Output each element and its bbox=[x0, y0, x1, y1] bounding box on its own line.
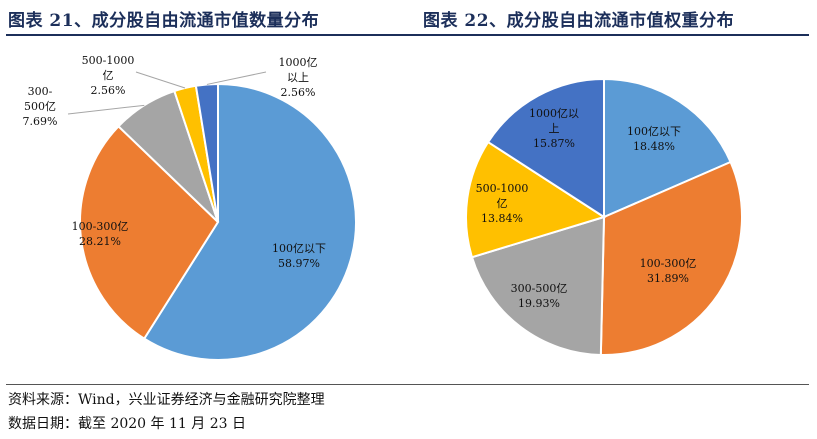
data-label-500-1000: 500-1000 亿 2.56% bbox=[82, 54, 135, 97]
data-label-300-500: 300-500亿 19.93% bbox=[511, 282, 568, 310]
source-note: 资料来源：Wind，兴业证券经济与金融研究院整理 bbox=[8, 392, 325, 408]
leader-line-1000 bbox=[206, 71, 267, 85]
data-label-300-500: 300- 500亿 7.69% bbox=[23, 85, 58, 128]
data-label-line: 15.87% bbox=[533, 137, 575, 150]
data-label-line: 以上 bbox=[287, 71, 309, 84]
leader-line-300-500 bbox=[67, 104, 145, 115]
pie-slice-100-300 bbox=[79, 124, 220, 341]
data-label-line: 500-1000 bbox=[82, 54, 135, 67]
data-label-line: 58.97% bbox=[278, 257, 320, 270]
pie-slice-500-1000 bbox=[465, 140, 607, 259]
data-label-line: 100-300亿 bbox=[640, 257, 697, 270]
pie-chart-count-svg: 100亿以下 58.97% 100-300亿 28.21% 300- 500亿 7.69% 5… bbox=[23, 54, 357, 361]
leader-line-500-1000 bbox=[135, 71, 186, 89]
data-label-line: 2.56% bbox=[91, 84, 126, 97]
pie-slice-100 bbox=[603, 77, 732, 219]
data-label-line: 18.48% bbox=[633, 140, 675, 153]
data-label-100: 100亿以下 58.97% bbox=[272, 242, 326, 270]
data-label-line: 1000亿以 bbox=[529, 107, 579, 120]
data-label-500-1000: 500-1000 亿 13.84% bbox=[476, 182, 529, 225]
data-label-100-300: 100-300亿 31.89% bbox=[640, 257, 697, 285]
data-label-line: 300-500亿 bbox=[511, 282, 568, 295]
data-label-100: 100亿以下 18.48% bbox=[627, 125, 681, 153]
data-label-line: 300- bbox=[28, 85, 53, 98]
bottom-rule bbox=[6, 384, 809, 385]
data-label-line: 31.89% bbox=[647, 272, 689, 285]
data-label-line: 2.56% bbox=[281, 86, 316, 99]
data-label-line: 19.93% bbox=[518, 297, 560, 310]
data-label-line: 亿 bbox=[103, 69, 114, 82]
chart-title-count: 图表 21、成分股自由流通市值数量分布 bbox=[8, 11, 320, 31]
data-label-100-300: 100-300亿 28.21% bbox=[72, 220, 129, 248]
pie-slice-100 bbox=[142, 82, 357, 361]
pie-slice-300-500 bbox=[470, 215, 606, 356]
pie-slice-1000 bbox=[194, 82, 219, 223]
data-label-1000: 1000亿以上 2.56% bbox=[279, 56, 318, 99]
data-label-line: 500亿 bbox=[24, 100, 56, 113]
data-label-line: 100亿以下 bbox=[272, 242, 326, 255]
data-label-line: 13.84% bbox=[481, 212, 523, 225]
data-label-line: 500-1000 bbox=[476, 182, 529, 195]
data-label-1000: 1000亿以上 15.87% bbox=[529, 107, 579, 150]
data-label-line: 28.21% bbox=[79, 235, 121, 248]
chart-title-weight: 图表 22、成分股自由流通市值权重分布 bbox=[423, 11, 735, 31]
top-rule bbox=[6, 34, 809, 36]
pie-chart-weight: 100亿以下 18.48% 100-300亿 31.89% 300-500亿 19.93%… bbox=[414, 42, 806, 372]
pie-slice-100-300 bbox=[599, 160, 743, 356]
data-label-line: 100-300亿 bbox=[72, 220, 129, 233]
data-label-line: 7.69% bbox=[23, 115, 58, 128]
pie-chart-weight-svg: 100亿以下 18.48% 100-300亿 31.89% 300-500亿 19.93%… bbox=[465, 77, 743, 356]
data-label-line: 上 bbox=[549, 122, 560, 135]
data-label-line: 1000亿 bbox=[279, 56, 318, 69]
date-note: 数据日期：截至 2020 年 11 月 23 日 bbox=[8, 416, 246, 432]
data-label-line: 100亿以下 bbox=[627, 125, 681, 138]
data-label-line: 亿 bbox=[497, 197, 508, 210]
pie-slice-1000 bbox=[486, 77, 605, 219]
pie-chart-count: 100亿以下 58.97% 100-300亿 28.21% 300- 500亿 7.69% 5… bbox=[18, 42, 410, 372]
